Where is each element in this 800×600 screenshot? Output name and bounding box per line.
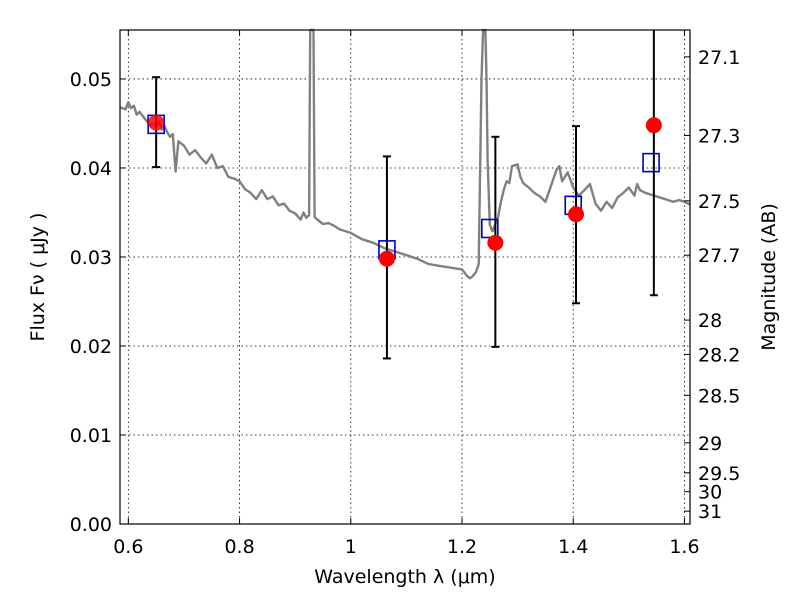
mag-tick-label: 30 xyxy=(698,482,722,504)
model-photometry-series xyxy=(147,114,660,260)
observed-point xyxy=(568,206,584,223)
mag-tick-label: 28.2 xyxy=(698,344,740,366)
mag-tick-label: 27.3 xyxy=(698,125,740,147)
mag-tick-label: 29.5 xyxy=(698,463,740,485)
x-axis-label: Wavelength λ (μm) xyxy=(314,566,495,588)
observed-point xyxy=(487,234,504,251)
grid-lines xyxy=(120,30,690,525)
x-tick-label: 1.6 xyxy=(669,536,699,558)
x-tick-label: 1.2 xyxy=(447,536,477,558)
plot-frame xyxy=(119,29,691,525)
y-tick-label: 0.00 xyxy=(70,514,112,536)
mag-tick-label: 27.5 xyxy=(698,191,740,213)
x-tick-label: 1 xyxy=(345,536,357,558)
model-spectrum-series xyxy=(119,28,691,280)
y-tick-label: 0.04 xyxy=(70,158,112,180)
axis-ticks: 0.6 0.8 1 1.2 1.4 1.6 0.00 0.01 0.02 0.03 0.04 0.05… xyxy=(70,30,740,558)
observed-point xyxy=(378,250,395,267)
mag-tick-label: 27.7 xyxy=(698,245,740,267)
x-tick-label: 0.6 xyxy=(113,536,143,558)
x-tick-label: 0.8 xyxy=(224,536,254,558)
x-tick-label: 1.4 xyxy=(558,536,588,558)
model-photometry-point xyxy=(642,152,660,173)
y-tick-label: 0.02 xyxy=(70,336,112,358)
y-axis-label: Flux Fν ( μJy ) xyxy=(27,213,49,342)
mag-tick-label: 28 xyxy=(698,310,722,332)
mag-tick-label: 29 xyxy=(698,433,722,455)
y-tick-label: 0.05 xyxy=(70,69,112,91)
observed-point xyxy=(148,114,165,131)
y-tick-label: 0.01 xyxy=(70,425,112,447)
model-spectrum-line xyxy=(119,28,691,280)
mag-tick-label: 28.5 xyxy=(698,385,740,407)
right-y-axis-label: Magnitude (AB) xyxy=(758,203,780,351)
y-tick-label: 0.03 xyxy=(70,247,112,269)
observed-photometry-series xyxy=(148,114,662,267)
observed-point xyxy=(645,117,662,134)
mag-tick-label: 27.1 xyxy=(698,47,740,69)
mag-tick-label: 31 xyxy=(698,501,722,523)
